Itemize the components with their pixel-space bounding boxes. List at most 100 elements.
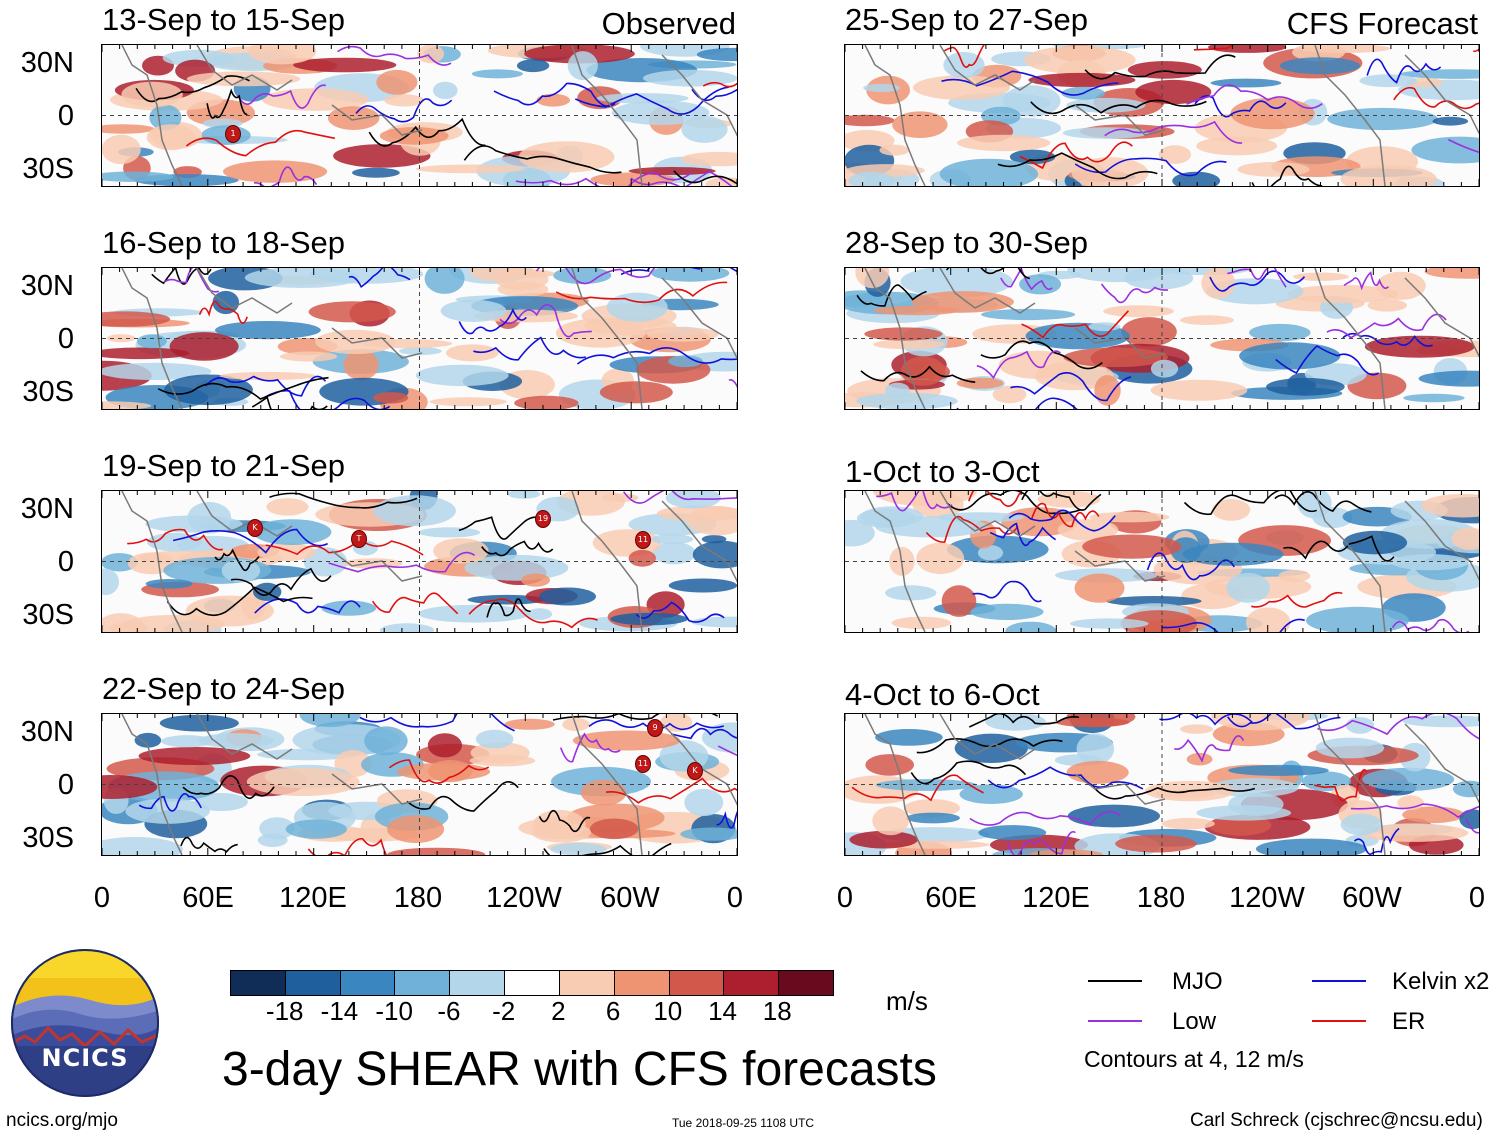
contour-line	[980, 340, 1103, 370]
shear-anomaly-shading	[1089, 511, 1170, 523]
shear-anomaly-shading	[536, 93, 570, 107]
tropical-cyclone-marker: K	[687, 762, 703, 780]
contour-line	[328, 551, 476, 573]
contour-line	[1074, 157, 1227, 177]
lon-label: 0	[726, 882, 744, 914]
contour-line	[968, 491, 1023, 507]
contour-line	[673, 170, 737, 185]
contour-line	[458, 308, 527, 335]
shear-anomaly-shading	[864, 327, 943, 341]
shear-anomaly-shading	[1066, 760, 1129, 784]
contour-line	[691, 88, 737, 102]
shear-anomaly-shading	[1161, 817, 1215, 830]
colorbar	[230, 970, 834, 996]
contour-line	[1019, 141, 1133, 170]
panel-title: 22-Sep to 24-Sep	[102, 671, 346, 706]
shear-anomaly-shading	[845, 114, 895, 127]
map-panel-forecast-4	[844, 713, 1480, 856]
shear-anomaly-shading	[1009, 149, 1056, 165]
shear-anomaly-shading	[308, 301, 396, 323]
shear-anomaly-shading	[957, 134, 1051, 152]
shear-anomaly-shading	[1005, 621, 1057, 632]
coastline	[571, 714, 643, 855]
panel-title: 19-Sep to 21-Sep	[102, 448, 346, 483]
contour-line	[945, 268, 1030, 280]
shear-anomaly-shading	[1286, 285, 1399, 304]
shear-anomaly-shading	[280, 351, 338, 362]
contour-line	[236, 84, 327, 109]
shear-anomaly-shading	[1115, 834, 1197, 853]
shear-anomaly-shading	[1186, 752, 1213, 766]
shear-anomaly-shading	[873, 339, 944, 350]
coastline	[1314, 714, 1386, 855]
contour-line	[1353, 827, 1400, 855]
contour-line	[1473, 48, 1479, 53]
shear-anomaly-shading	[399, 347, 442, 356]
map-graphic	[102, 268, 737, 409]
contour-line	[348, 268, 411, 288]
contour-line	[368, 117, 486, 147]
shear-anomaly-shading	[1418, 370, 1479, 387]
shear-anomaly-shading	[223, 160, 328, 183]
shear-anomaly-shading	[628, 549, 656, 567]
contour-line	[1183, 491, 1318, 516]
shear-anomaly-shading	[252, 519, 332, 545]
contour-line	[1283, 535, 1395, 562]
coastline	[571, 268, 643, 409]
lat-label: 0	[57, 769, 74, 801]
shear-anomaly-shading	[1249, 323, 1311, 342]
coastline	[571, 491, 643, 632]
shear-anomaly-shading	[102, 171, 174, 182]
contour-line	[515, 172, 692, 186]
map-graphic	[102, 714, 737, 855]
map-graphic	[102, 491, 737, 632]
lon-label: 180	[393, 882, 443, 914]
main-title: 3-day SHEAR with CFS forecasts	[222, 1043, 937, 1096]
lat-label: 0	[57, 546, 74, 578]
shear-anomaly-shading	[553, 268, 612, 284]
contour-line	[635, 601, 725, 623]
shear-anomaly-shading	[610, 612, 688, 626]
shear-anomaly-shading	[702, 722, 737, 753]
coastline	[939, 45, 1036, 91]
tropical-cyclone-marker: 1	[225, 125, 241, 143]
shear-anomaly-shading	[849, 830, 918, 849]
shear-anomaly-shading	[1071, 157, 1149, 186]
shear-anomaly-shading	[221, 559, 261, 583]
contour-line	[543, 842, 672, 855]
contour-line	[856, 284, 927, 307]
shear-anomaly-shading	[1063, 347, 1168, 368]
shear-anomaly-shading	[848, 171, 894, 186]
shear-anomaly-shading	[185, 595, 274, 627]
shear-anomaly-shading	[262, 88, 369, 111]
colorbar-swatch	[284, 971, 340, 995]
contour-line	[630, 170, 733, 186]
contour-line	[269, 492, 418, 509]
coastline	[1404, 723, 1479, 804]
shear-anomaly-shading	[1451, 527, 1479, 551]
shear-anomaly-shading	[321, 600, 377, 616]
shear-anomaly-shading	[1400, 69, 1479, 79]
shear-anomaly-shading	[691, 616, 737, 628]
shear-anomaly-shading	[1364, 335, 1475, 358]
shear-anomaly-shading	[257, 833, 288, 847]
coastline	[864, 491, 926, 632]
shear-anomaly-shading	[1066, 714, 1136, 727]
shear-anomaly-shading	[684, 788, 724, 817]
footer-url[interactable]: ncics.org/mjo	[6, 1110, 118, 1131]
shear-anomaly-shading	[1359, 74, 1418, 88]
shear-anomaly-shading	[285, 819, 347, 839]
panel-title: 28-Sep to 30-Sep	[845, 225, 1089, 260]
shear-anomaly-shading	[415, 164, 526, 174]
shear-anomaly-shading	[916, 542, 965, 575]
panel-title: 13-Sep to 15-Sep	[102, 2, 346, 37]
logo-text: NCICS	[41, 1044, 129, 1072]
shear-anomaly-shading	[567, 51, 598, 81]
shear-anomaly-shading	[1180, 315, 1234, 325]
contour-line	[205, 375, 327, 397]
panel-title: 25-Sep to 27-Sep	[845, 2, 1089, 37]
shear-anomaly-shading	[1411, 136, 1479, 164]
contour-line	[355, 98, 453, 123]
contour-line	[1227, 268, 1287, 288]
shear-anomaly-shading	[668, 578, 737, 593]
